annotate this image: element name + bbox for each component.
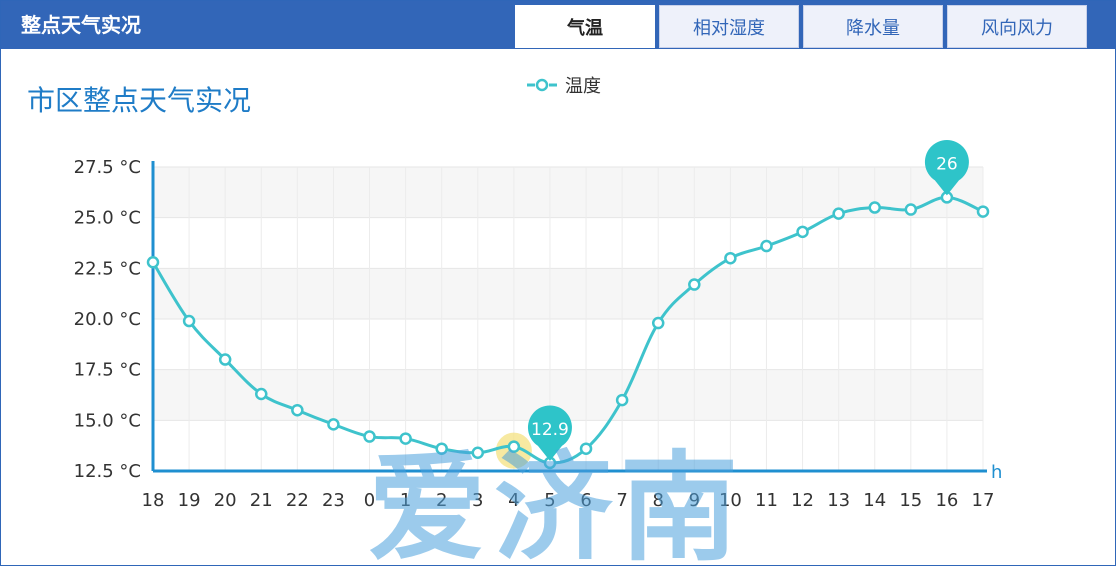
data-point [146, 256, 160, 269]
legend-label: 温度 [565, 76, 601, 97]
x-tick-label: 21 [250, 490, 273, 511]
y-tick-label: 22.5 °C [74, 258, 141, 279]
x-tick-label: 1 [400, 490, 411, 511]
data-point [435, 442, 448, 455]
data-point [688, 278, 701, 291]
x-tick-label: 10 [719, 490, 742, 511]
chart-legend[interactable]: 温度 [525, 73, 601, 97]
x-tick-label: 17 [972, 490, 995, 511]
x-tick-label: 19 [178, 490, 201, 511]
header-bar: 整点天气实况 气温 相对湿度 降水量 风向风力 [1, 1, 1115, 49]
header-title: 整点天气实况 [21, 13, 141, 37]
x-tick-label: 23 [322, 490, 345, 511]
data-point [471, 446, 485, 460]
marker-pin-min [527, 405, 572, 461]
tab-temperature-label: 气温 [567, 17, 603, 39]
data-point [904, 203, 918, 216]
x-tick-label: 9 [689, 490, 700, 511]
data-point [182, 314, 196, 328]
data-point [796, 225, 809, 239]
data-point [976, 205, 990, 218]
y-tick-label: 20.0 °C [74, 309, 141, 330]
tab-temperature[interactable]: 气温 [515, 5, 655, 48]
x-axis-label: h [991, 462, 1002, 483]
svg-text:爱济南: 爱济南 [368, 439, 746, 565]
data-point [327, 418, 340, 431]
grid-band [153, 268, 983, 319]
x-tick-label: 13 [827, 490, 850, 511]
x-tick-label: 11 [755, 490, 778, 511]
x-tick-label: 20 [214, 490, 237, 511]
data-point [507, 440, 521, 453]
data-point [399, 432, 412, 445]
data-point [724, 251, 737, 265]
data-point [291, 403, 304, 417]
tab-precipitation[interactable]: 降水量 [803, 5, 943, 48]
data-point [218, 353, 232, 366]
tab-humidity-label: 相对湿度 [693, 17, 765, 39]
data-point [760, 239, 773, 253]
tab-precipitation-label: 降水量 [846, 17, 900, 39]
tab-bar: 气温 相对湿度 降水量 风向风力 [515, 5, 1091, 48]
data-point [363, 430, 376, 443]
legend-line-icon [527, 78, 557, 92]
x-tick-label: 0 [364, 490, 375, 511]
x-tick-label: 6 [580, 490, 591, 511]
marker-pin-max [924, 139, 969, 196]
x-tick-label: 16 [935, 490, 958, 511]
y-tick-label: 17.5 °C [74, 360, 141, 381]
chart-title: 市区整点天气实况 [27, 84, 252, 117]
x-tick-label: 14 [863, 490, 886, 511]
x-tick-label: 22 [286, 490, 309, 511]
x-tick-label: 8 [652, 490, 663, 511]
x-tick-label: 2 [436, 490, 447, 511]
y-tick-label: 27.5 °C [74, 157, 141, 178]
data-point [615, 393, 629, 407]
x-tick-label: 18 [142, 490, 165, 511]
marker-label-max: 26 [936, 154, 958, 174]
tab-wind[interactable]: 风向风力 [947, 5, 1087, 48]
y-tick-label: 15.0 °C [74, 410, 141, 431]
marker-label-min: 12.9 [531, 420, 569, 440]
x-tick-label: 7 [616, 490, 627, 511]
y-tick-label: 25.0 °C [74, 208, 141, 229]
x-tick-label: 3 [472, 490, 483, 511]
tab-humidity[interactable]: 相对湿度 [659, 5, 799, 48]
y-tick-label: 12.5 °C [74, 461, 141, 482]
data-point [579, 442, 593, 455]
x-tick-label: 15 [899, 490, 922, 511]
x-tick-label: 12 [791, 490, 814, 511]
x-tick-label: 5 [544, 490, 555, 511]
data-point [832, 207, 845, 220]
grid-band [153, 167, 983, 218]
data-point [651, 316, 665, 330]
tab-wind-label: 风向风力 [981, 17, 1053, 39]
data-point [255, 387, 268, 401]
x-tick-label: 4 [508, 490, 519, 511]
data-point [868, 201, 881, 214]
